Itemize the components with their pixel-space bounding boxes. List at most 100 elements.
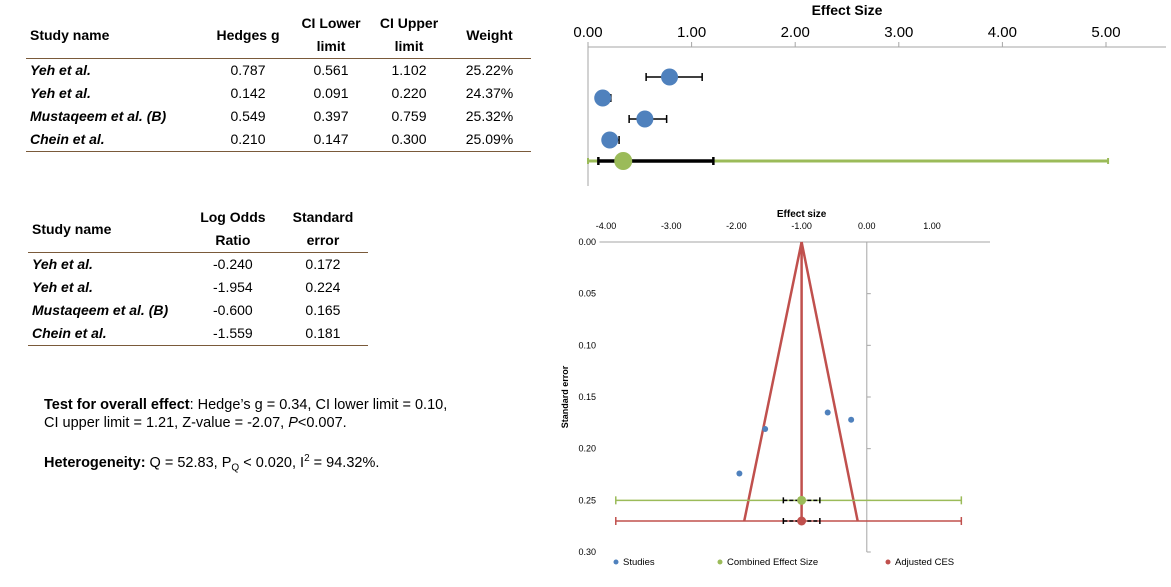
x-tick-label: 3.00 (884, 24, 913, 41)
col-ci-lower: CI Lower limit (301, 15, 361, 54)
x-tick-label: -2.00 (726, 221, 747, 231)
legend-adjusted-label: Adjusted CES (895, 557, 954, 568)
y-axis-label: Standard error (560, 365, 570, 428)
study-point (848, 416, 855, 423)
table-row: Mustaqeem et al. (B) -0.600 0.165 (28, 299, 368, 322)
study-name: Yeh et al. (30, 85, 91, 101)
ci-lower-value: 0.561 (313, 62, 349, 78)
p-value: <0.007. (297, 415, 347, 431)
x-tick-label: -4.00 (596, 221, 617, 231)
study-name: Chein et al. (30, 131, 105, 147)
table-row: Yeh et al. -1.954 0.224 (28, 276, 368, 299)
standard-error-value: 0.181 (305, 325, 341, 341)
study-name: Mustaqeem et al. (B) (32, 302, 169, 318)
weight-value: 24.37% (465, 85, 514, 101)
funnel-plot: Effect size -4.00 -3.00 -2.00 -1.00 0.00 1.00 0… (560, 209, 990, 568)
study-name: Yeh et al. (30, 62, 91, 78)
study-point (824, 409, 831, 416)
legend-combined-label: Combined Effect Size (727, 557, 818, 568)
y-tick-label: 0.25 (578, 495, 596, 505)
legend-studies-label: Studies (623, 557, 655, 568)
col-log-odds-ratio: Log Odds Ratio (200, 209, 266, 248)
study-name: Chein et al. (32, 325, 107, 341)
study-name: Yeh et al. (32, 279, 93, 295)
table-header-row: Study name Hedges g CI Lower limit CI Up… (26, 12, 531, 59)
log-odds-value: -1.954 (213, 279, 253, 295)
ci-lower-value: 0.147 (313, 131, 349, 147)
legend-combined-marker (717, 559, 723, 565)
table-row: Yeh et al. 0.142 0.091 0.220 24.37% (26, 82, 531, 105)
legend-studies-marker (613, 559, 619, 565)
y-tick-label: 0.20 (578, 444, 596, 454)
ci-lower-value: 0.397 (313, 108, 349, 124)
study-point (594, 89, 612, 107)
table-row: Yeh et al. -0.240 0.172 (28, 253, 368, 277)
x-tick-label: 0.00 (573, 24, 602, 41)
funnel-left-edge (742, 241, 803, 522)
table-row: Mustaqeem et al. (B) 0.549 0.397 0.759 2… (26, 105, 531, 128)
ci-upper-value: 1.102 (391, 62, 427, 78)
combined-point (614, 152, 633, 170)
ci-lower-value: 0.091 (313, 85, 349, 101)
table-row: Yeh et al. 0.787 0.561 1.102 25.22% (26, 59, 531, 83)
hedges-g-value: 0.210 (230, 131, 266, 147)
y-tick-label: 0.00 (578, 237, 596, 247)
ci-upper-value: 0.300 (391, 131, 427, 147)
x-tick-label: -3.00 (661, 221, 682, 231)
overall-effect-line1: : Hedge’s g = 0.34, CI lower limit = 0.1… (189, 397, 448, 413)
table-header-row: Study name Log Odds Ratio Standard error (28, 206, 368, 253)
col-ci-upper: CI Upper limit (379, 15, 439, 54)
overall-effect-label: Test for overall effect (44, 397, 190, 413)
y-tick-label: 0.10 (578, 340, 596, 350)
q-text: Q = 52.83, P (145, 454, 232, 471)
col-study-name: Study name (32, 221, 112, 237)
x-tick-label: 0.00 (858, 221, 876, 231)
log-odds-value: -0.600 (213, 302, 253, 318)
table-row: Chein et al. -1.559 0.181 (28, 322, 368, 346)
log-odds-value: -0.240 (213, 256, 253, 272)
study-point (762, 426, 769, 433)
adjusted-point (797, 516, 807, 526)
x-tick-label: 4.00 (988, 24, 1017, 41)
i2-text: < 0.020, I (239, 454, 305, 471)
i2-value: = 94.32%. (309, 454, 380, 471)
study-point (661, 68, 679, 86)
heterogeneity-text: Heterogeneity: Q = 52.83, PQ < 0.020, I2… (44, 450, 379, 478)
x-tick-label: 1.00 (923, 221, 941, 231)
overall-effect-text: Test for overall effect: Hedge’s g = 0.3… (44, 396, 447, 432)
study-point (601, 131, 619, 149)
q-subscript: Q (231, 462, 240, 474)
col-standard-error: Standard error (292, 209, 354, 248)
p-symbol: P (288, 415, 298, 431)
heterogeneity-label: Heterogeneity: (44, 454, 146, 471)
log-odds-value: -1.559 (213, 325, 253, 341)
overall-effect-line2: CI upper limit = 1.21, Z-value = -2.07, (44, 415, 285, 431)
weight-value: 25.32% (465, 108, 514, 124)
funnel-title: Effect size (777, 209, 827, 220)
study-name: Mustaqeem et al. (B) (30, 108, 167, 124)
study-point (636, 110, 654, 128)
col-hedges-g: Hedges g (216, 27, 280, 43)
hedges-g-value: 0.142 (230, 85, 266, 101)
log-odds-table: Study name Log Odds Ratio Standard error… (28, 206, 368, 346)
i2-superscript: 2 (304, 453, 310, 464)
hedges-g-value: 0.787 (230, 62, 266, 78)
y-tick-label: 0.30 (578, 547, 596, 557)
col-study-name: Study name (30, 27, 110, 43)
weight-value: 25.22% (465, 62, 514, 78)
legend-adjusted-marker (885, 559, 891, 565)
x-tick-label: 1.00 (677, 24, 706, 41)
standard-error-value: 0.224 (305, 279, 341, 295)
weight-value: 25.09% (465, 131, 514, 147)
ci-upper-value: 0.759 (391, 108, 427, 124)
standard-error-value: 0.172 (305, 256, 341, 272)
forest-plot: Effect Size 0.00 1.00 2.00 3.00 4.00 5.00 (573, 2, 1166, 186)
y-tick-label: 0.15 (578, 392, 596, 402)
funnel-right-edge (800, 241, 859, 522)
forest-title: Effect Size (812, 2, 883, 18)
x-tick-label: -1.00 (791, 221, 812, 231)
study-point (736, 470, 743, 477)
y-tick-label: 0.05 (578, 289, 596, 299)
table-row: Chein et al. 0.210 0.147 0.300 25.09% (26, 128, 531, 152)
hedges-g-value: 0.549 (230, 108, 266, 124)
